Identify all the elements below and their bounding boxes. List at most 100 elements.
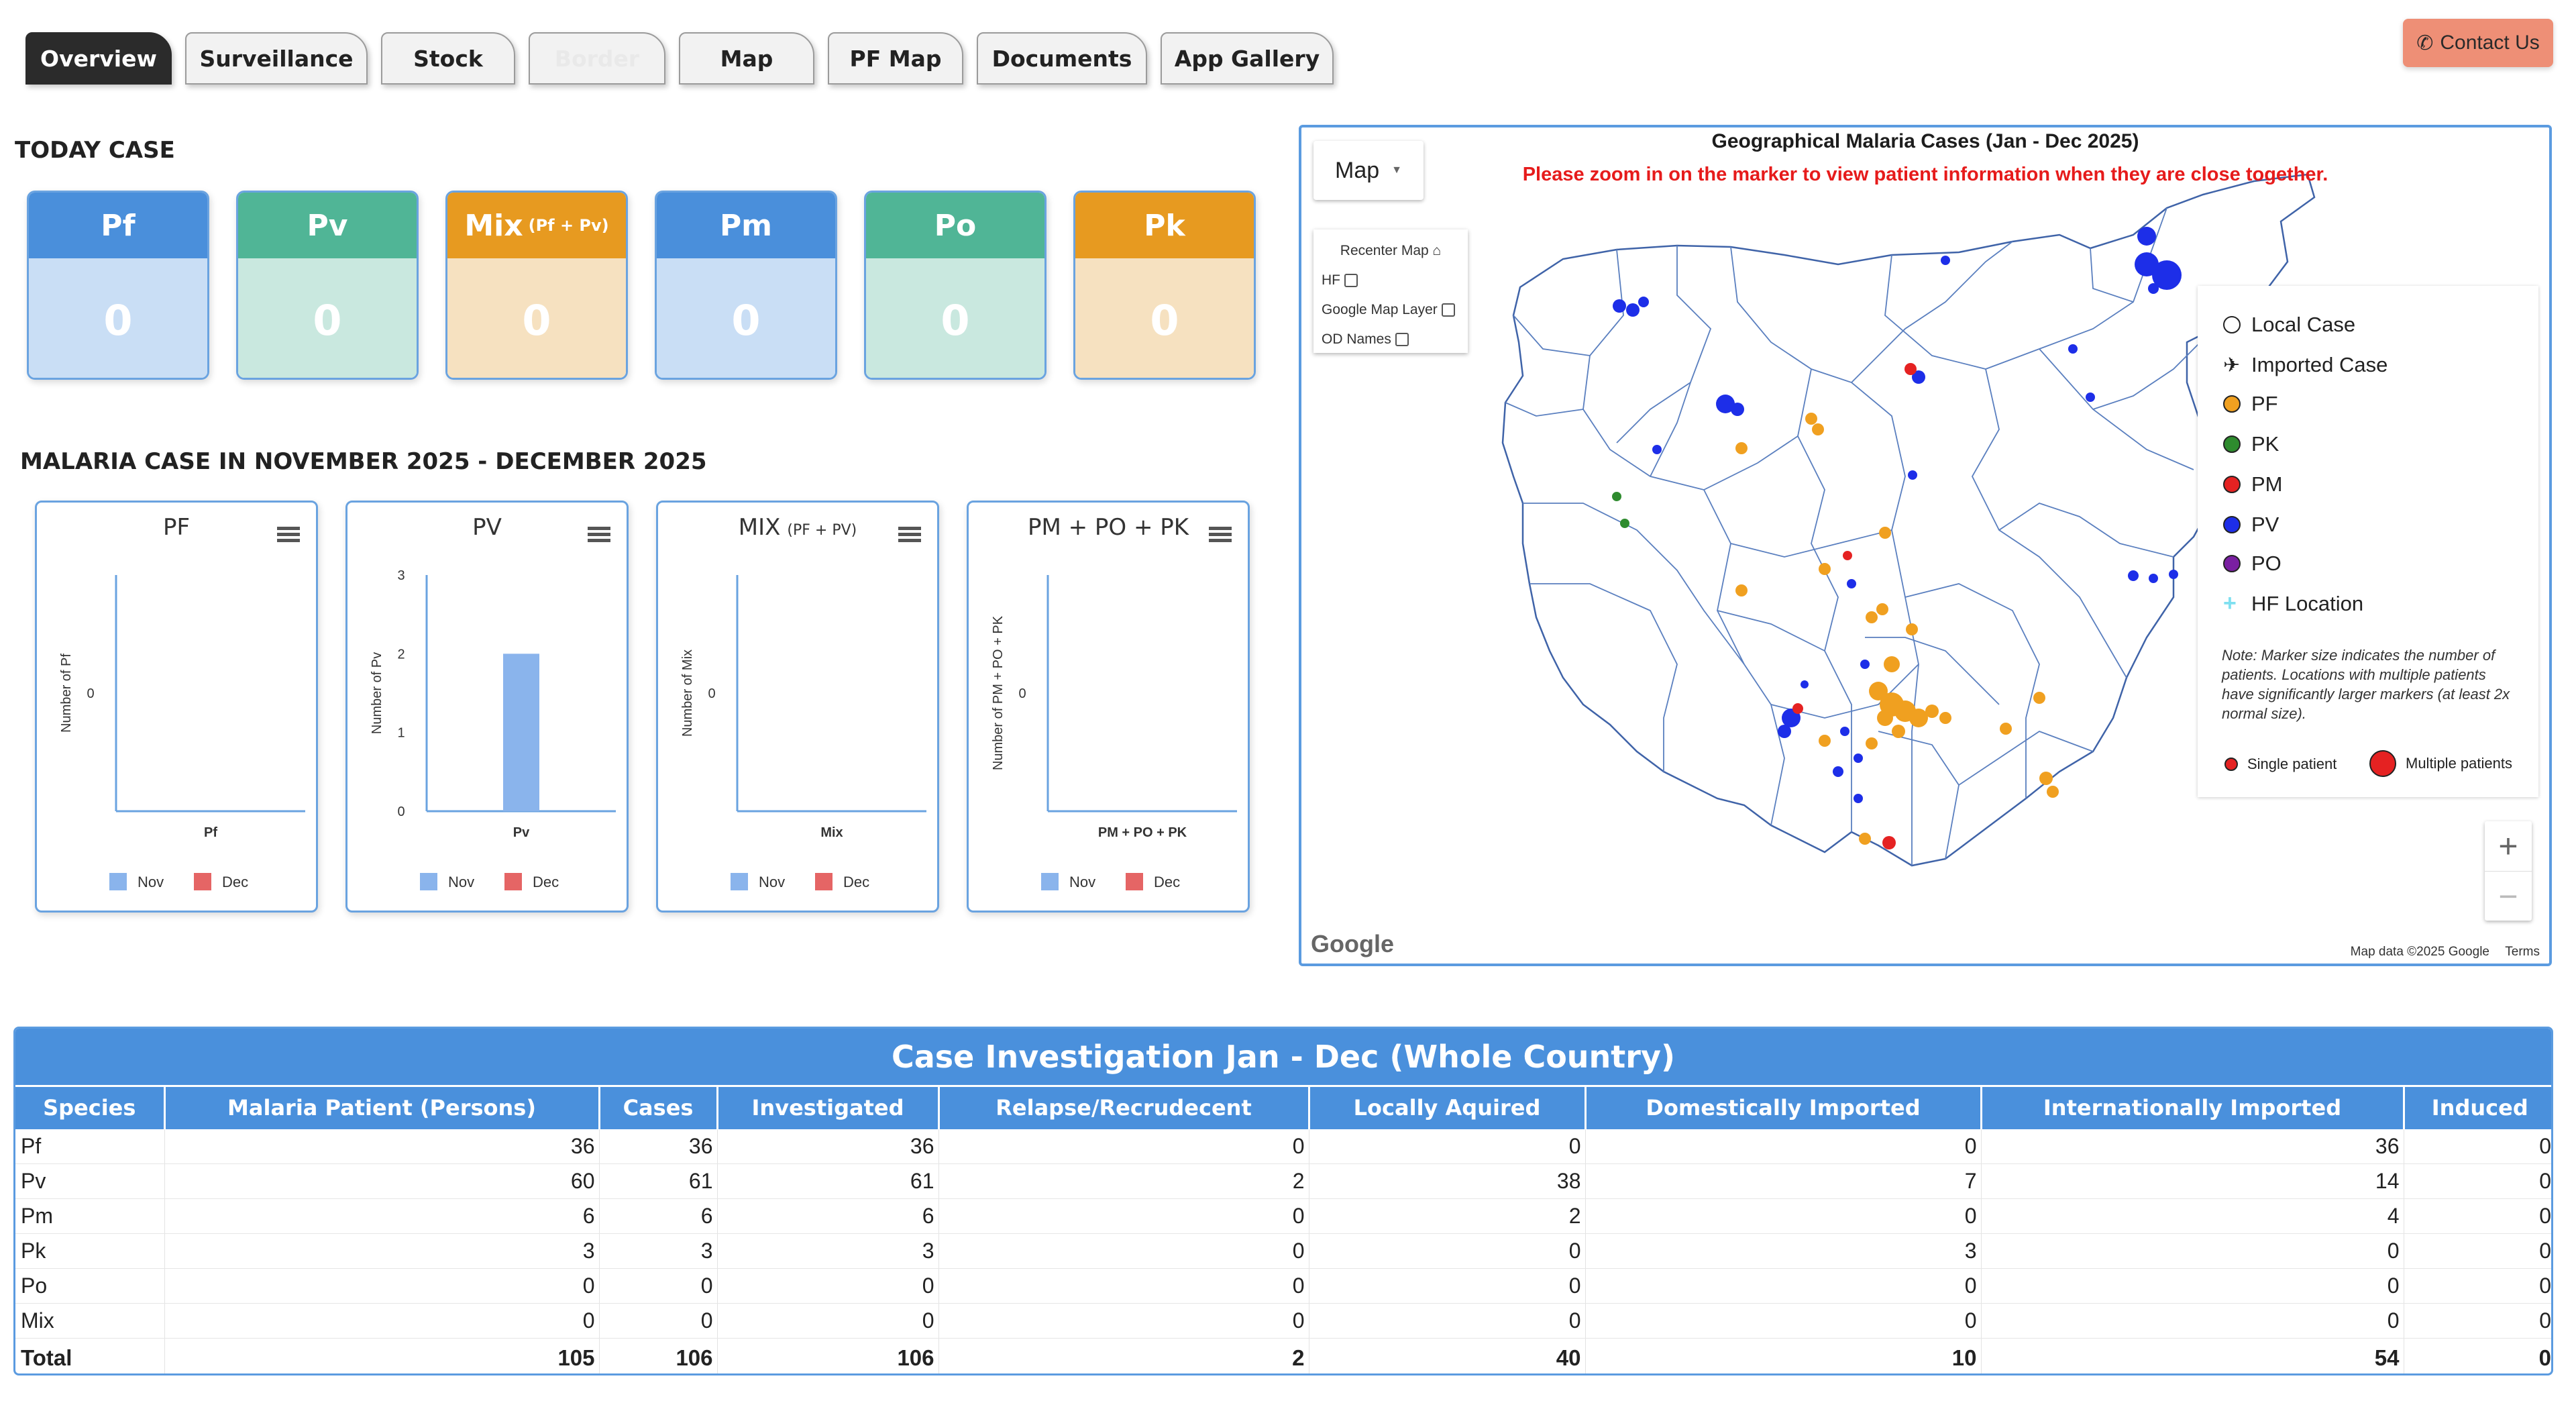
menu-icon-bar-2 <box>588 539 610 542</box>
table-row: Pk 3 3 3 0 0 3 0 0 <box>15 1233 2551 1269</box>
table-cell: 7 <box>1585 1163 1981 1199</box>
legend-note: Note: Marker size indicates the number o… <box>2222 647 2510 722</box>
menu-icon-bar-1 <box>1209 533 1232 536</box>
legend-label: PK <box>2251 432 2279 456</box>
x-axis-label: PM + PO + PK <box>1098 825 1187 840</box>
zoom-out-button[interactable]: − <box>2485 871 2532 921</box>
table-cell: 6 <box>598 1198 717 1234</box>
table-cell: 0 <box>2403 1163 2551 1199</box>
card-label: Pm <box>719 208 773 243</box>
legend-swatch-nov <box>731 873 748 890</box>
chart-title-text: PM + PO + PK <box>1028 514 1190 541</box>
contact-us-button[interactable]: ✆ Contact Us <box>2403 19 2553 67</box>
table-cell: 0 <box>938 1268 1309 1304</box>
legend-label: Nov <box>138 874 164 890</box>
recenter-map-button[interactable]: Recenter Map ⌂ <box>1322 236 1460 266</box>
dot-icon <box>2223 476 2241 493</box>
today-card-pv: Pv 0 <box>236 191 419 380</box>
table-cell: 54 <box>1980 1338 2404 1373</box>
bar-nov <box>503 654 539 811</box>
card-value: 0 <box>238 258 417 378</box>
checkbox[interactable] <box>1344 274 1358 287</box>
tab-border[interactable]: Border <box>529 32 665 85</box>
hf-label: HF <box>1322 272 1340 288</box>
table-cell: 0 <box>1980 1233 2404 1269</box>
table-cell: Total <box>21 1345 72 1370</box>
tab-app-gallery[interactable]: App Gallery <box>1161 32 1334 85</box>
chart-pm-po-pk: PM + PO + PK 0 Number of PM + PO + PK PM + … <box>967 501 1250 913</box>
map-title: Geographical Malaria Cases (Jan - Dec 20… <box>1711 130 2139 152</box>
table-cell: 0 <box>938 1233 1309 1269</box>
chart-mix: MIX (PF + PV) 0 Number of Mix Mix Nov Dec <box>656 501 939 913</box>
district-borders <box>1505 207 2214 866</box>
table-cell: Pv <box>15 1163 164 1199</box>
map-canvas[interactable] <box>1301 127 2549 964</box>
malaria-map[interactable]: Geographical Malaria Cases (Jan - Dec 20… <box>1299 125 2552 966</box>
chart-title-text: PV <box>472 514 502 541</box>
menu-icon-bar-2 <box>898 539 921 542</box>
checkbox[interactable] <box>1441 303 1455 317</box>
recenter-label: Recenter Map ⌂ <box>1340 243 1442 258</box>
y-tick-label: 1 <box>397 726 405 741</box>
table-row: Po 0 0 0 0 0 0 0 0 <box>15 1268 2551 1304</box>
legend-swatch-dec <box>194 873 211 890</box>
today-card-pm: Pm 0 <box>655 191 837 380</box>
legend-pm: PM <box>2223 472 2283 497</box>
legend-swatch-nov <box>109 873 127 890</box>
chart-title: PM + PO + PK <box>1028 514 1190 541</box>
airplane-icon: ✈ <box>2223 354 2241 376</box>
tab-surveillance[interactable]: Surveillance <box>185 32 368 85</box>
table-cell: 0 <box>1585 1303 1981 1339</box>
legend-swatch-nov <box>420 873 437 890</box>
circle-outline-icon <box>2223 316 2241 333</box>
y-axis-label: Number of PM + PO + PK <box>991 615 1006 770</box>
tab-stock[interactable]: Stock <box>381 32 515 85</box>
table-cell: 36 <box>164 1129 599 1164</box>
chart-subtitle: (PF + PV) <box>787 522 857 539</box>
col-cases: Cases <box>598 1085 717 1129</box>
table-cell: 2 <box>938 1163 1309 1199</box>
card-label: Mix <box>464 208 523 243</box>
table-cell: 0 <box>598 1303 717 1339</box>
tab-pf-map[interactable]: PF Map <box>828 32 963 85</box>
table-cell: Pk <box>15 1233 164 1269</box>
card-value: 0 <box>657 258 835 378</box>
zoom-in-button[interactable]: + <box>2498 827 2518 865</box>
chart-title-text: MIX <box>739 514 781 541</box>
table-cell: 0 <box>1585 1198 1981 1234</box>
card-value: 0 <box>1075 258 1254 378</box>
dot-icon <box>2223 435 2241 453</box>
legend-label: PO <box>2251 552 2282 575</box>
x-axis-label: Pf <box>204 825 217 840</box>
table-cell: 0 <box>716 1303 938 1339</box>
legend-label: PV <box>2251 513 2279 536</box>
chart-pf: PF 0 Number of Pf Pf Nov Dec <box>35 501 318 913</box>
checkbox[interactable] <box>1395 333 1409 346</box>
legend-local-case: Local Case <box>2223 313 2355 337</box>
tab-overview[interactable]: Overview <box>25 32 172 85</box>
od-names-toggle[interactable]: OD Names <box>1322 325 1460 354</box>
nav-tabs: Overview Surveillance Stock Border Map P… <box>25 32 1347 85</box>
table-cell: 0 <box>164 1268 599 1304</box>
card-label: Po <box>934 208 977 243</box>
hf-layer-toggle[interactable]: HF <box>1322 266 1460 295</box>
table-cell: 0 <box>2403 1303 2551 1339</box>
tab-map[interactable]: Map <box>679 32 814 85</box>
table-cell: 0 <box>2403 1268 2551 1304</box>
map-attribution: Map data ©2025 Google Terms <box>2339 945 2540 959</box>
today-card-mix: Mix (Pf + Pv) 0 <box>445 191 628 380</box>
terms-link[interactable]: Terms <box>2505 945 2540 959</box>
legend-label: Dec <box>843 874 869 890</box>
table-title: Case Investigation Jan - Dec (Whole Coun… <box>15 1029 2551 1085</box>
tab-documents[interactable]: Documents <box>977 32 1147 85</box>
menu-icon-bar-0 <box>898 527 921 530</box>
map-type-dropdown[interactable]: Map ▼ <box>1313 141 1424 200</box>
bar-chart: MIX (PF + PV) 0 Number of Mix Mix Nov Dec <box>680 514 926 890</box>
menu-icon-bar-0 <box>277 527 300 530</box>
table-cell: 0 <box>2403 1338 2551 1373</box>
today-card-pf: Pf 0 <box>27 191 209 380</box>
google-map-layer-toggle[interactable]: Google Map Layer <box>1322 295 1460 325</box>
table-cell: 36 <box>598 1129 717 1164</box>
menu-icon-bar-2 <box>277 539 300 542</box>
dot-icon <box>2223 555 2241 572</box>
